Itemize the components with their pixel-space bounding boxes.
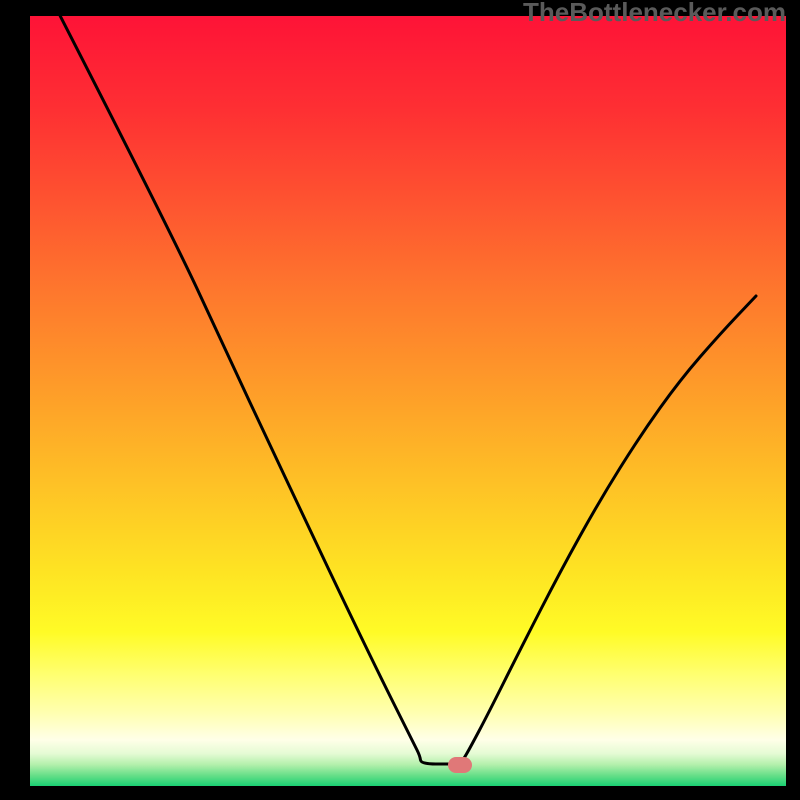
watermark-text: TheBottlenecker.com: [523, 0, 786, 28]
bottleneck-curve: [30, 16, 786, 786]
plot-area: [30, 16, 786, 786]
optimum-marker: [448, 757, 472, 773]
